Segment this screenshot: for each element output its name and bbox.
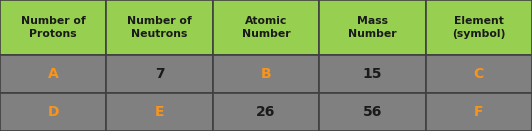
Bar — [213, 93, 319, 131]
Bar — [426, 93, 532, 131]
Bar — [319, 0, 426, 55]
Text: Mass
Number: Mass Number — [348, 16, 397, 39]
Text: C: C — [473, 67, 484, 81]
Text: E: E — [155, 105, 164, 119]
Text: 26: 26 — [256, 105, 276, 119]
Bar — [319, 93, 426, 131]
Bar — [106, 93, 213, 131]
Bar — [426, 0, 532, 55]
Text: Number of
Neutrons: Number of Neutrons — [127, 16, 192, 39]
Bar — [0, 0, 106, 55]
Bar — [213, 55, 319, 93]
Bar — [106, 55, 213, 93]
Bar — [0, 55, 106, 93]
Bar — [0, 93, 106, 131]
Text: Atomic
Number: Atomic Number — [242, 16, 290, 39]
Text: F: F — [474, 105, 484, 119]
Text: 56: 56 — [363, 105, 382, 119]
Text: Element
(symbol): Element (symbol) — [452, 16, 505, 39]
Text: 15: 15 — [363, 67, 382, 81]
Bar — [426, 55, 532, 93]
Text: D: D — [47, 105, 59, 119]
Text: Number of
Protons: Number of Protons — [21, 16, 86, 39]
Bar — [106, 0, 213, 55]
Bar — [213, 0, 319, 55]
Text: 7: 7 — [155, 67, 164, 81]
Bar — [319, 55, 426, 93]
Text: A: A — [48, 67, 59, 81]
Text: B: B — [261, 67, 271, 81]
